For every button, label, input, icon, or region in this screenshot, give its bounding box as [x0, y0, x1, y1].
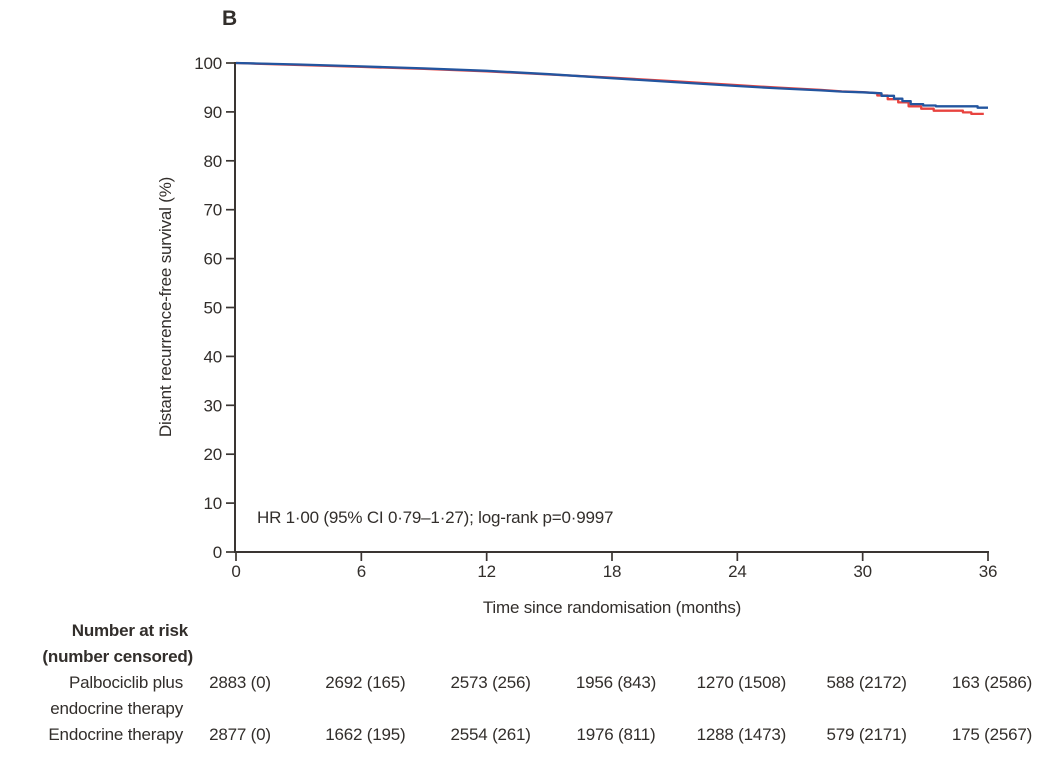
x-tick-label: 6: [357, 562, 366, 581]
risk-value-cell: 1976 (811): [576, 725, 656, 744]
x-tick-label: 0: [231, 562, 240, 581]
risk-value-cell: 1956 (843): [575, 673, 657, 692]
risk-table-header-line2: (number censored): [42, 647, 193, 666]
risk-row-label: Palbociclib plus: [69, 673, 183, 692]
km-plot: 0 10 20 30 40 50 60 70 80 90 100 0 6 12 18 24 30 36: [194, 54, 998, 581]
y-tick-label: 70: [203, 201, 222, 220]
x-tick-label: 24: [728, 562, 747, 581]
panel-label: B: [222, 7, 237, 30]
risk-value-cell: 175 (2567): [951, 725, 1033, 744]
x-tick-label: 36: [979, 562, 998, 581]
y-tick-label: 20: [203, 445, 222, 464]
risk-value-cell: 163 (2586): [951, 673, 1033, 692]
risk-value-cell: 588 (2172): [826, 673, 907, 692]
risk-value-cell: 579 (2171): [826, 725, 907, 744]
x-tick-label: 12: [477, 562, 496, 581]
y-tick-label: 80: [203, 152, 222, 171]
y-tick-label: 50: [203, 299, 222, 318]
x-tick-label: 18: [603, 562, 622, 581]
y-tick-label: 30: [203, 396, 222, 415]
risk-row-label: endocrine therapy: [50, 699, 183, 718]
y-tick-label: 90: [203, 103, 222, 122]
y-axis-title: Distant recurrence-free survival (%): [156, 176, 175, 438]
km-curve-palbociclib-plus-endocrine-therapy: [235, 61, 988, 109]
y-tick-label: 0: [213, 543, 222, 562]
risk-value-cell: 1662 (195): [325, 725, 406, 744]
risk-value-cell: 2877 (0): [209, 725, 271, 744]
y-tick-label: 10: [203, 494, 222, 513]
y-tick-label: 100: [194, 54, 222, 73]
risk-value-cell: 2573 (256): [450, 673, 531, 692]
risk-value-cell: 1288 (1473): [696, 725, 787, 744]
risk-value-cell: 2883 (0): [209, 673, 271, 692]
risk-value-cell: 2554 (261): [450, 725, 531, 744]
x-tick-label: 30: [853, 562, 872, 581]
x-axis-title: Time since randomisation (months): [482, 598, 742, 617]
risk-row-label: Endocrine therapy: [48, 725, 183, 744]
hr-annotation: HR 1·00 (95% CI 0·79–1·27); log-rank p=0…: [257, 508, 614, 527]
risk-value-cell: 1270 (1508): [696, 673, 787, 692]
risk-table-header-line1: Number at risk: [71, 621, 188, 640]
y-tick-label: 60: [203, 250, 222, 269]
km-curve-endocrine-therapy: [235, 61, 984, 116]
risk-value-cell: 2692 (165): [325, 673, 406, 692]
y-tick-label: 40: [203, 347, 222, 366]
